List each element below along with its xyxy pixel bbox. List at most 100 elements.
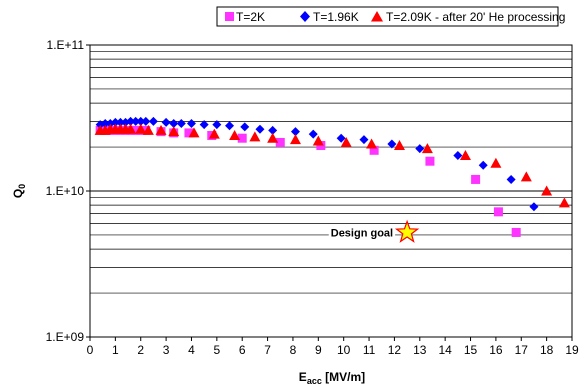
x-tick-label: 2	[137, 343, 144, 357]
data-point	[387, 139, 397, 149]
legend-label-3: T=2.09K - after 20' He processing	[386, 10, 565, 24]
x-tick-label: 9	[315, 343, 322, 357]
data-point	[541, 185, 553, 196]
y-axis-label-main: Q	[11, 189, 25, 198]
data-point	[359, 135, 369, 145]
legend-marker-diamond	[300, 11, 310, 22]
design-goal-label: Design goal	[331, 227, 393, 239]
data-point	[126, 116, 136, 126]
data-point	[366, 138, 378, 149]
x-tick-label: 11	[363, 343, 376, 357]
data-point	[415, 144, 425, 154]
data-point	[161, 117, 171, 127]
x-axis-label: Eacc [MV/m]	[299, 370, 365, 386]
data-point	[136, 116, 146, 126]
y-axis-label: Q0	[11, 184, 27, 198]
data-point	[212, 120, 222, 130]
y-tick-label: 1.E+10	[46, 184, 85, 198]
x-tick-label: 16	[489, 343, 503, 357]
data-point	[176, 118, 186, 128]
data-point	[289, 134, 301, 145]
data-point	[308, 129, 318, 139]
data-point	[478, 160, 488, 170]
data-point	[421, 143, 433, 154]
series-3	[94, 123, 570, 208]
x-tick-label: 3	[163, 343, 170, 357]
x-tick-label: 14	[438, 343, 452, 357]
data-point	[125, 123, 137, 134]
data-point	[188, 127, 200, 138]
data-point	[290, 127, 300, 137]
data-point	[229, 129, 241, 140]
data-point	[186, 118, 196, 128]
x-tick-label: 0	[87, 343, 94, 357]
x-tick-label: 7	[264, 343, 271, 357]
data-point	[168, 126, 180, 137]
ticks: 0 1 2 3 4 5 6 7 8 9 10 11 12 13 14 15 16 17 18 191.E+091.E+…	[46, 38, 579, 357]
data-point	[275, 137, 285, 147]
data-point	[141, 116, 151, 126]
x-tick-label: 8	[290, 343, 297, 357]
x-axis-label-unit: [MV/m]	[322, 370, 365, 384]
data-point	[493, 207, 503, 217]
data-point	[511, 227, 521, 237]
data-point	[520, 171, 532, 182]
data-point	[169, 118, 179, 128]
x-tick-label: 4	[188, 343, 195, 357]
x-tick-label: 15	[464, 343, 478, 357]
series-2	[95, 116, 539, 212]
x-tick-label: 18	[540, 343, 554, 357]
data-point	[312, 135, 324, 146]
y-tick-label: 1.E+09	[46, 330, 85, 344]
data-point	[100, 118, 110, 128]
data-point	[267, 132, 279, 143]
data-point	[471, 174, 481, 184]
design-goal-star-icon	[394, 219, 420, 243]
data-point	[208, 128, 220, 139]
data-point	[184, 128, 194, 138]
data-point	[249, 131, 261, 142]
data-point	[490, 157, 502, 168]
series-layer	[94, 116, 570, 237]
data-point	[453, 151, 463, 161]
legend-marker-square	[225, 12, 234, 21]
data-point	[225, 121, 235, 131]
x-tick-label: 6	[239, 343, 246, 357]
y-tick-label: 1.E+11	[47, 38, 85, 52]
x-axis-label-main: E	[299, 370, 307, 384]
legend-label-1: T=2K	[236, 10, 265, 24]
x-tick-label: 1	[112, 343, 119, 357]
data-point	[393, 139, 405, 150]
data-point	[199, 120, 209, 130]
y-axis-label-sub: 0	[17, 184, 27, 189]
x-axis-label-sub: acc	[307, 376, 322, 386]
data-point	[529, 202, 539, 212]
data-point	[506, 174, 516, 184]
data-point	[268, 125, 278, 135]
x-tick-label: 5	[213, 343, 220, 357]
data-point	[237, 133, 247, 143]
data-point	[558, 197, 570, 208]
grid	[90, 51, 572, 294]
data-point	[142, 124, 154, 135]
design-goal-label-background	[328, 226, 396, 241]
x-tick-label: 19	[565, 343, 579, 357]
data-point	[459, 150, 471, 161]
x-tick-label: 13	[413, 343, 427, 357]
data-point	[110, 117, 120, 127]
annotation-layer: Design goal	[328, 219, 420, 243]
data-point	[148, 116, 158, 126]
data-point	[369, 145, 379, 155]
x-tick-label: 12	[388, 343, 402, 357]
legend: T=2K T=1.96K T=2.09K - after 20' He proc…	[216, 6, 565, 27]
x-tick-label: 17	[515, 343, 529, 357]
data-point	[131, 116, 141, 126]
data-point	[336, 133, 346, 143]
data-point	[135, 123, 147, 134]
legend-box	[216, 6, 559, 27]
data-point	[115, 117, 125, 127]
legend-marker-triangle	[371, 11, 383, 22]
data-point	[155, 124, 167, 135]
